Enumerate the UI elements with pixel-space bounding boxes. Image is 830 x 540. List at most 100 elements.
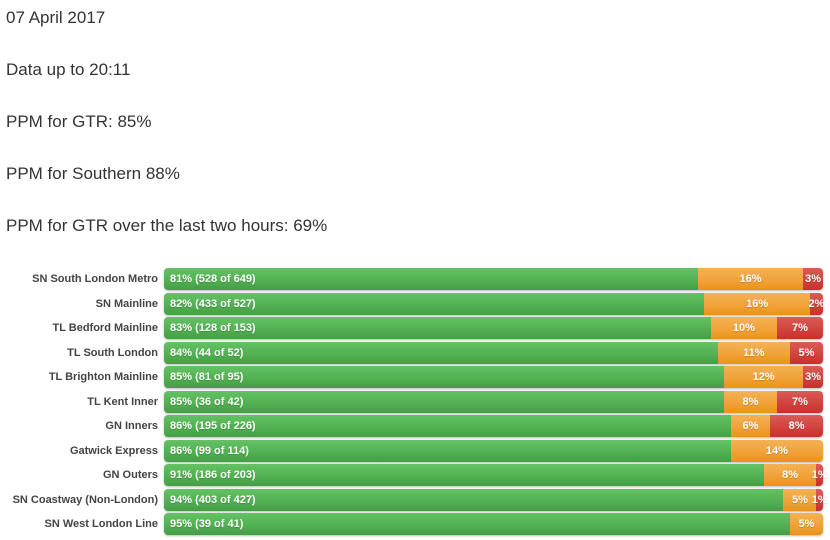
segment-orange-label: 10% xyxy=(732,322,755,334)
segment-orange-label: 16% xyxy=(746,297,769,310)
segment-orange-label: 11% xyxy=(743,346,765,359)
segment-red: 5% xyxy=(790,341,823,364)
bar-track: 83% (128 of 153) 10% 7% xyxy=(164,317,823,339)
report-date: 07 April 2017 xyxy=(6,8,106,27)
segment-green-label: 91% (186 of 203) xyxy=(170,469,256,481)
segment-red: 7% xyxy=(776,317,823,339)
bar-track: 81% (528 of 649) 16% 3% xyxy=(164,268,823,290)
ppm-chart: SN South London Metro 81% (528 of 649) 1… xyxy=(8,268,828,535)
chart-row: TL Brighton Mainline 85% (81 of 95) 12% … xyxy=(8,366,823,388)
chart-row: SN Coastway (Non-London) 94% (403 of 427… xyxy=(8,488,828,511)
segment-red-label: 8% xyxy=(788,420,805,432)
segment-green: 84% (44 of 52) xyxy=(164,341,718,364)
chart-row: TL South London 84% (44 of 52) 11% 5% xyxy=(8,341,823,364)
bar-track: 95% (39 of 41) 5% xyxy=(164,513,823,535)
row-label: SN South London Metro xyxy=(32,273,158,285)
segment-orange: 8% xyxy=(763,464,817,486)
segment-red: 3% xyxy=(803,268,823,290)
chart-row: SN West London Line 95% (39 of 41) 5% xyxy=(8,513,823,535)
dashboard-header: 07 April 2017 Data up to 20:11 PPM for G… xyxy=(0,0,830,236)
segment-green: 95% (39 of 41) xyxy=(164,513,791,535)
segment-orange: 14% xyxy=(730,439,823,462)
segment-green-label: 81% (528 of 649) xyxy=(170,273,256,285)
bar-track: 82% (433 of 527) 16% 2% xyxy=(164,292,825,315)
chart-row: SN South London Metro 81% (528 of 649) 1… xyxy=(8,268,823,290)
segment-orange-label: 6% xyxy=(742,420,759,432)
segment-red-label: 2% xyxy=(808,297,825,310)
ppm-southern: PPM for Southern 88% xyxy=(6,164,180,183)
segment-orange: 16% xyxy=(697,268,804,290)
segment-orange: 5% xyxy=(790,513,823,535)
chart-row: SN Mainline 82% (433 of 527) 16% 2% xyxy=(8,292,825,315)
segment-green: 86% (99 of 114) xyxy=(164,439,731,462)
segment-red-label: 7% xyxy=(791,395,808,408)
segment-orange: 16% xyxy=(704,292,810,315)
chart-row: TL Bedford Mainline 83% (128 of 153) 10%… xyxy=(8,317,823,339)
segment-orange: 12% xyxy=(724,366,804,388)
segment-green-label: 86% (99 of 114) xyxy=(170,444,249,457)
chart-row: Gatwick Express 86% (99 of 114) 14% xyxy=(8,439,823,462)
row-label: SN Mainline xyxy=(95,297,158,310)
segment-green-label: 85% (81 of 95) xyxy=(170,371,244,383)
bar-track: 86% (195 of 226) 6% 8% xyxy=(164,415,823,437)
bar-track: 85% (36 of 42) 8% 7% xyxy=(164,390,823,413)
bar-track: 84% (44 of 52) 11% 5% xyxy=(164,341,823,364)
bar-track: 86% (99 of 114) 14% xyxy=(164,439,823,462)
bar-track: 91% (186 of 203) 8% 1% xyxy=(164,464,828,486)
segment-green: 85% (81 of 95) xyxy=(164,366,725,388)
segment-red: 1% xyxy=(812,488,828,511)
segment-green: 94% (403 of 427) xyxy=(164,488,784,511)
segment-red-label: 1% xyxy=(811,493,828,506)
segment-red: 2% xyxy=(808,292,825,315)
segment-red: 7% xyxy=(776,390,823,413)
row-label: Gatwick Express xyxy=(69,444,158,457)
segment-red: 3% xyxy=(803,366,823,388)
segment-green: 86% (195 of 226) xyxy=(164,415,731,437)
row-label: GN Inners xyxy=(105,420,158,432)
segment-orange-label: 14% xyxy=(765,444,788,457)
ppm-gtr: PPM for GTR: 85% xyxy=(6,112,152,131)
segment-green-label: 82% (433 of 527) xyxy=(170,297,256,310)
chart-row: TL Kent Inner 85% (36 of 42) 8% 7% xyxy=(8,390,823,413)
segment-red-label: 7% xyxy=(791,322,808,334)
segment-green-label: 86% (195 of 226) xyxy=(170,420,256,432)
segment-red-label: 3% xyxy=(805,273,822,285)
segment-orange: 11% xyxy=(717,341,791,364)
segment-red-label: 1% xyxy=(811,469,828,481)
row-label: TL Kent Inner xyxy=(87,395,158,408)
bar-track: 85% (81 of 95) 12% 3% xyxy=(164,366,823,388)
segment-green: 81% (528 of 649) xyxy=(164,268,698,290)
segment-orange: 10% xyxy=(710,317,777,339)
segment-green: 82% (433 of 527) xyxy=(164,292,705,315)
data-up-to: Data up to 20:11 xyxy=(6,60,131,79)
row-label: TL South London xyxy=(67,346,158,359)
segment-green-label: 83% (128 of 153) xyxy=(170,322,256,334)
segment-orange-label: 12% xyxy=(752,371,775,383)
segment-green: 85% (36 of 42) xyxy=(164,390,725,413)
segment-orange-label: 16% xyxy=(739,273,762,285)
segment-red: 8% xyxy=(770,415,823,437)
segment-red-label: 3% xyxy=(805,371,822,383)
segment-orange-label: 8% xyxy=(782,469,798,481)
row-label: TL Brighton Mainline xyxy=(48,371,158,383)
segment-green: 83% (128 of 153) xyxy=(164,317,711,339)
row-label: SN Coastway (Non-London) xyxy=(12,493,158,506)
row-label: SN West London Line xyxy=(44,518,158,530)
ppm-gtr-two-hours: PPM for GTR over the last two hours: 69% xyxy=(6,216,328,235)
segment-orange: 8% xyxy=(724,390,777,413)
segment-orange-label: 5% xyxy=(798,518,815,530)
segment-green-label: 95% (39 of 41) xyxy=(170,518,244,530)
bar-track: 94% (403 of 427) 5% 1% xyxy=(164,488,828,511)
segment-orange-label: 5% xyxy=(791,493,808,506)
segment-green-label: 94% (403 of 427) xyxy=(170,493,256,506)
chart-row: GN Inners 86% (195 of 226) 6% 8% xyxy=(8,415,823,437)
segment-orange-label: 8% xyxy=(742,395,759,408)
segment-red-label: 5% xyxy=(798,346,815,359)
segment-green: 91% (186 of 203) xyxy=(164,464,764,486)
chart-row: GN Outers 91% (186 of 203) 8% 1% xyxy=(8,464,828,486)
segment-green-label: 84% (44 of 52) xyxy=(170,346,244,359)
segment-red: 1% xyxy=(812,464,828,486)
row-label: TL Bedford Mainline xyxy=(52,322,158,334)
segment-green-label: 85% (36 of 42) xyxy=(170,395,244,408)
